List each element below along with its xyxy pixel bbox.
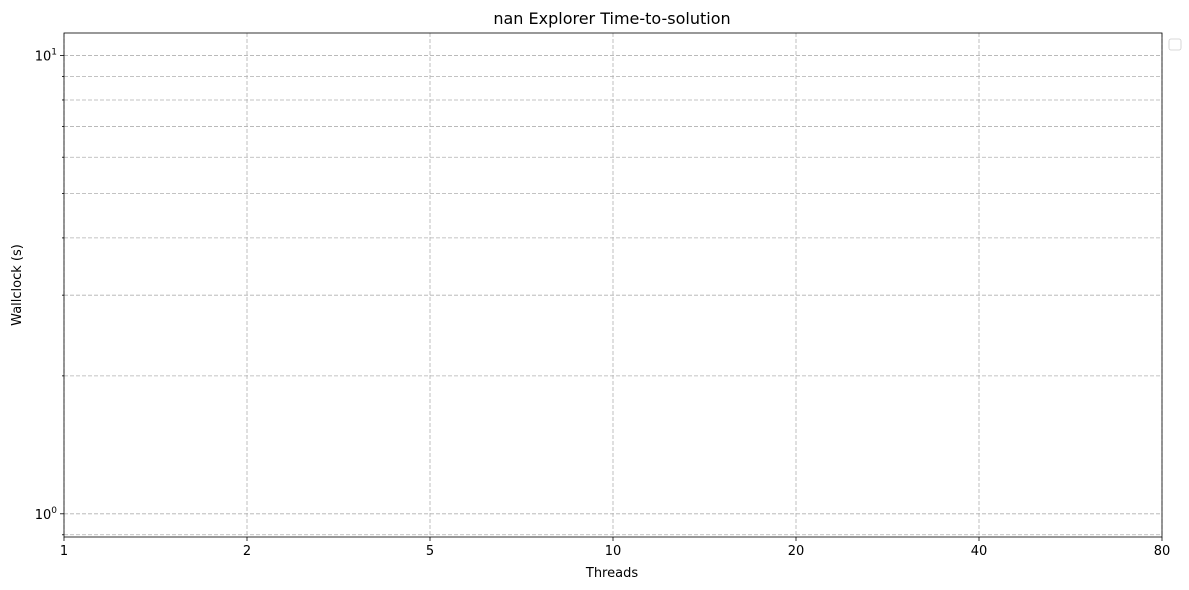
x-tick-label: 2 — [243, 544, 251, 559]
grid — [63, 33, 1163, 537]
x-tick-label: 20 — [788, 544, 805, 559]
y-axis-label: Wallclock (s) — [10, 244, 25, 326]
y-axis: 100 101 — [35, 48, 64, 536]
chart-title: nan Explorer Time-to-solution — [493, 9, 730, 28]
x-tick-label: 40 — [971, 544, 988, 559]
x-tick-label: 1 — [60, 544, 68, 559]
x-tick-label: 10 — [605, 544, 622, 559]
legend — [1168, 38, 1182, 51]
y-tick-label: 101 — [35, 48, 57, 65]
y-tick-label: 100 — [35, 506, 58, 523]
x-tick-label: 80 — [1154, 544, 1171, 559]
x-axis-label: Threads — [585, 566, 638, 581]
x-tick-label: 5 — [426, 544, 434, 559]
x-axis: 1 2 5 10 20 40 80 — [60, 537, 1170, 559]
